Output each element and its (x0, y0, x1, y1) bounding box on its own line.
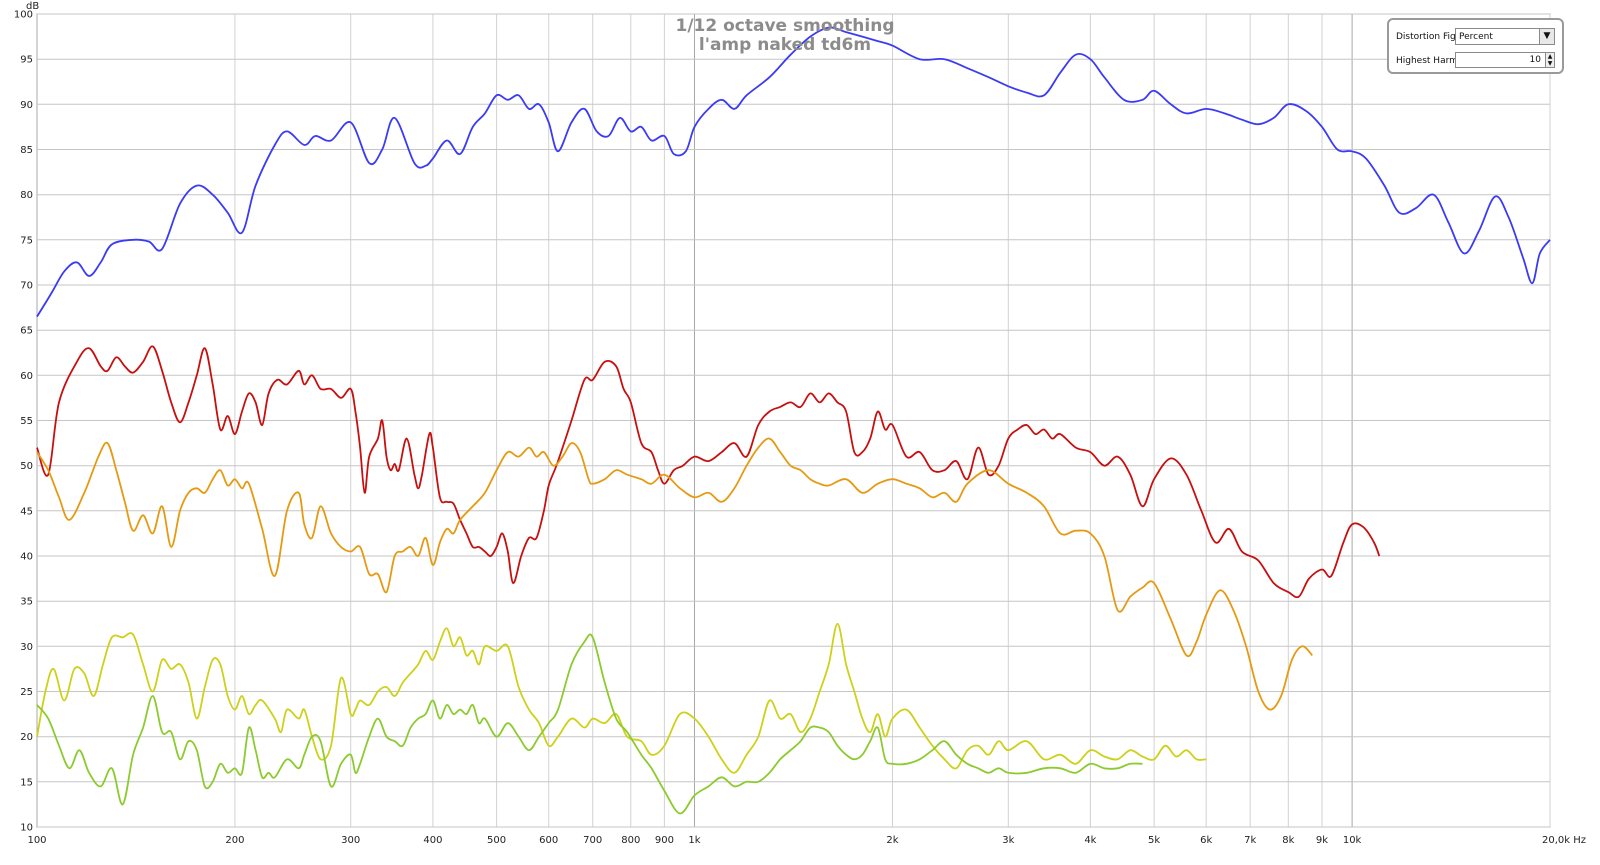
x-tick-label: 10k (1343, 835, 1362, 846)
y-tick-label: 65 (20, 326, 33, 337)
y-tick-label: 100 (14, 10, 33, 21)
x-tick-label: 100 (27, 835, 46, 846)
grid (36, 13, 1551, 828)
distortion-figures-select[interactable]: Percent ▼ (1455, 28, 1555, 45)
y-tick-label: 40 (20, 552, 33, 563)
x-tick-label: 900 (655, 835, 674, 846)
distortion-figures-label: Distortion Figures: (1396, 32, 1479, 42)
dropdown-arrow-icon[interactable]: ▼ (1539, 29, 1554, 44)
x-tick-label: 6k (1200, 835, 1212, 846)
y-tick-label: 70 (20, 281, 33, 292)
settings-panel: Distortion Figures: Percent ▼ Highest Ha… (1387, 18, 1564, 74)
highest-harmonic-value: 10 (1529, 55, 1541, 65)
series-line-2 (36, 345, 1381, 599)
y-tick-label: 90 (20, 100, 33, 111)
highest-harmonic-input[interactable]: 10 ▲ ▼ (1455, 52, 1555, 68)
y-unit-label: dB (26, 1, 39, 12)
x-tick-label: 500 (487, 835, 506, 846)
x-tick-label: 800 (621, 835, 640, 846)
y-tick-label: 15 (20, 777, 33, 788)
y-tick-label: 60 (20, 371, 33, 382)
y-tick-label: 95 (20, 55, 33, 66)
x-tick-label: 3k (1002, 835, 1014, 846)
series-line-3 (36, 437, 1313, 711)
highest-harmonic-label: Highest Harmonic: (1396, 56, 1480, 66)
y-tick-label: 20 (20, 732, 33, 743)
y-tick-label: 85 (20, 145, 33, 156)
series-line-1 (36, 26, 1551, 318)
y-tick-label: 10 (20, 823, 33, 834)
y-tick-label: 30 (20, 642, 33, 653)
x-tick-label: 20,0k Hz (1542, 835, 1586, 846)
y-tick-label: 35 (20, 597, 33, 608)
series-line-4 (36, 622, 1207, 774)
y-tick-label: 55 (20, 416, 33, 427)
y-tick-label: 45 (20, 506, 33, 517)
x-tick-label: 600 (539, 835, 558, 846)
y-tick-label: 50 (20, 461, 33, 472)
series-line-5 (36, 633, 1143, 815)
tick-labels: 1015202530354045505560657075808590951001… (14, 10, 1586, 847)
x-tick-label: 1k (688, 835, 700, 846)
x-tick-label: 5k (1148, 835, 1160, 846)
y-tick-label: 75 (20, 235, 33, 246)
chart-title-line-2: l'amp naked td6m (699, 35, 871, 55)
x-tick-label: 400 (423, 835, 442, 846)
x-tick-label: 2k (886, 835, 898, 846)
series-layer (36, 26, 1551, 815)
distortion-figures-value: Percent (1459, 32, 1493, 42)
spinner-arrows-icon[interactable]: ▲ ▼ (1545, 53, 1554, 67)
x-tick-label: 200 (225, 835, 244, 846)
y-tick-label: 80 (20, 190, 33, 201)
x-tick-label: 9k (1316, 835, 1328, 846)
x-tick-label: 700 (583, 835, 602, 846)
y-tick-label: 25 (20, 687, 33, 698)
x-tick-label: 7k (1244, 835, 1256, 846)
x-tick-label: 4k (1084, 835, 1096, 846)
x-tick-label: 300 (341, 835, 360, 846)
x-tick-label: 8k (1282, 835, 1294, 846)
chart-title-line-1: 1/12 octave smoothing (675, 16, 894, 36)
